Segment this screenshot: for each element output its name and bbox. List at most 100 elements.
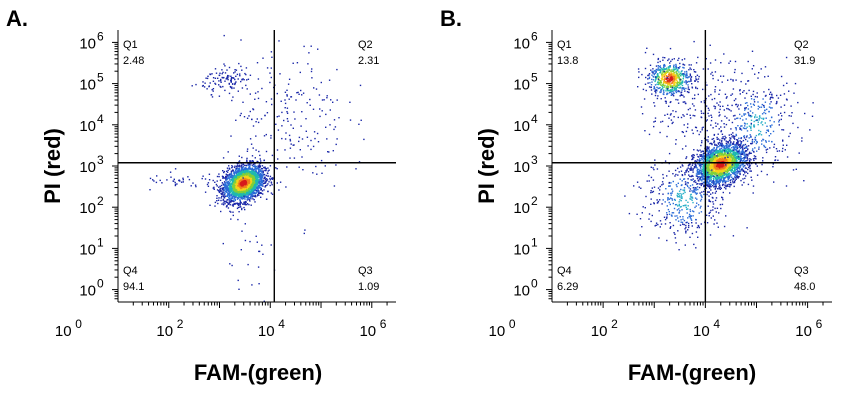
data-point xyxy=(722,173,724,175)
data-point xyxy=(249,167,251,170)
data-point xyxy=(234,194,236,197)
data-point xyxy=(228,184,231,186)
data-point xyxy=(703,168,706,170)
data-point xyxy=(711,167,713,169)
data-point xyxy=(748,163,751,165)
data-point xyxy=(235,185,238,187)
data-point xyxy=(252,172,254,174)
data-point xyxy=(298,93,300,95)
data-point xyxy=(746,145,748,147)
data-point xyxy=(243,196,245,198)
data-point xyxy=(170,176,172,178)
data-point xyxy=(224,72,227,74)
data-point xyxy=(228,202,230,204)
data-point xyxy=(747,148,749,150)
data-point xyxy=(336,68,338,71)
data-point xyxy=(302,169,304,171)
data-point xyxy=(707,164,710,166)
data-point xyxy=(706,156,709,159)
data-point xyxy=(707,186,710,188)
data-point xyxy=(716,152,718,154)
data-point xyxy=(720,156,723,158)
data-point xyxy=(712,152,714,155)
data-point xyxy=(697,155,699,158)
data-point xyxy=(213,186,215,189)
data-point xyxy=(292,144,294,146)
data-point xyxy=(257,184,260,186)
data-point xyxy=(249,192,251,194)
data-point xyxy=(720,147,723,150)
data-point xyxy=(286,166,288,168)
x-tick-label: 10 xyxy=(258,323,275,340)
data-point xyxy=(742,163,745,165)
data-point xyxy=(258,181,260,184)
data-point xyxy=(718,145,721,147)
data-point xyxy=(716,178,719,180)
data-point xyxy=(270,76,272,79)
data-point xyxy=(246,179,248,181)
data-point xyxy=(226,205,228,207)
data-point xyxy=(257,166,260,168)
data-point xyxy=(248,190,250,192)
data-point xyxy=(259,173,261,176)
data-point xyxy=(237,192,240,194)
data-point xyxy=(720,179,722,181)
data-point xyxy=(224,203,226,205)
data-point xyxy=(240,186,242,188)
data-point xyxy=(730,153,733,155)
data-point xyxy=(740,158,742,160)
data-point xyxy=(707,178,709,180)
data-point xyxy=(221,203,223,205)
data-point xyxy=(297,91,299,94)
data-point xyxy=(713,166,716,168)
data-point xyxy=(706,147,708,149)
data-point xyxy=(750,159,752,161)
data-point xyxy=(250,196,252,198)
data-point xyxy=(226,186,228,188)
data-point xyxy=(246,188,248,190)
data-point xyxy=(284,99,286,101)
data-point xyxy=(689,190,691,192)
data-point xyxy=(218,190,220,193)
data-point xyxy=(216,195,218,197)
data-point xyxy=(713,178,715,181)
data-point xyxy=(689,163,691,165)
data-point xyxy=(232,180,235,182)
data-point xyxy=(221,187,224,189)
data-point xyxy=(263,300,265,302)
data-point xyxy=(710,173,712,175)
data-point xyxy=(222,176,224,178)
data-point xyxy=(265,181,267,184)
data-point xyxy=(246,169,249,172)
data-point xyxy=(259,174,262,176)
data-point xyxy=(258,171,260,174)
data-point xyxy=(218,74,220,77)
data-point xyxy=(233,200,235,203)
data-point xyxy=(253,189,255,191)
data-point xyxy=(260,167,263,170)
data-point xyxy=(695,187,697,189)
data-point xyxy=(705,150,707,153)
data-point xyxy=(715,186,717,188)
data-point xyxy=(257,166,259,169)
data-point xyxy=(719,139,721,141)
data-point xyxy=(227,78,229,81)
data-point xyxy=(225,175,227,177)
data-point xyxy=(246,203,249,205)
data-point xyxy=(227,187,229,189)
data-point xyxy=(214,181,216,183)
data-point xyxy=(257,170,260,172)
data-point xyxy=(207,185,210,187)
data-point xyxy=(202,84,204,87)
data-point xyxy=(249,190,251,193)
data-point xyxy=(702,177,704,179)
data-point xyxy=(263,189,265,191)
data-point xyxy=(233,179,236,181)
data-point xyxy=(230,200,233,202)
data-point xyxy=(218,95,221,97)
data-point xyxy=(725,185,727,187)
data-point xyxy=(222,204,225,206)
data-point xyxy=(727,170,730,172)
data-point xyxy=(726,165,728,167)
data-point xyxy=(226,181,229,184)
